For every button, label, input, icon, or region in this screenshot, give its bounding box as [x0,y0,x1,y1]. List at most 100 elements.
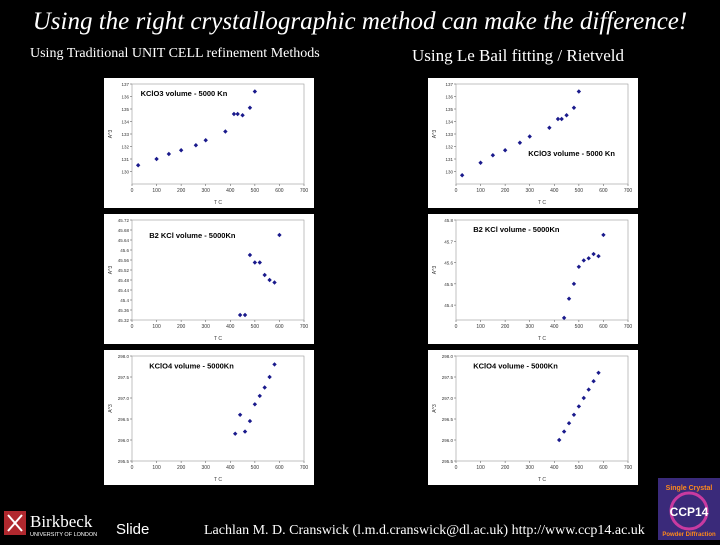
data-point [571,281,577,287]
data-point [193,143,199,148]
y-tick-label: 45.44 [118,288,130,293]
plot-area [131,355,305,462]
x-tick-label: 500 [251,324,260,330]
data-point [547,125,552,130]
x-tick-label: 200 [177,465,186,471]
x-tick-label: 200 [501,324,510,330]
x-tick-label: 600 [275,324,284,330]
x-tick-label: 600 [599,465,608,471]
data-point [262,272,267,278]
x-tick-label: 500 [251,188,260,194]
chart-panel-kclo4-lebail: 295.5 296.0 296.5 297.0 297.5 298.0 0 100 200 300… [428,350,638,485]
y-tick-label: 296.5 [442,417,454,422]
y-tick-label: 132 [121,145,129,150]
data-point [502,148,508,153]
x-tick-label: 100 [476,324,485,330]
y-tick-label: 45.72 [118,218,130,223]
x-tick-label: 0 [455,324,458,330]
x-tick-label: 100 [152,188,161,194]
x-tick-label: 400 [226,188,235,194]
y-tick-label: 45.56 [118,258,130,263]
y-tick-label: 45.32 [118,318,130,323]
footer-author: Lachlan M. D. Cranswick (l.m.d.cranswick… [204,523,645,538]
y-tick-label: 137 [445,82,453,87]
data-point [237,312,243,318]
chart-title: B2 KCl volume - 5000Kn [149,231,236,240]
chart-title: B2 KCl volume - 5000Kn [473,225,560,234]
x-tick-label: 400 [550,188,559,194]
data-point [262,385,267,390]
data-point [247,418,253,424]
y-tick-label: 45.4 [120,298,129,303]
y-tick-label: 297.0 [442,396,454,401]
x-tick-label: 500 [575,188,584,194]
data-point [135,163,141,168]
x-tick-label: 400 [226,324,235,330]
y-tick-label: 130 [121,170,129,175]
x-tick-label: 300 [526,324,535,330]
data-point [596,253,601,259]
y-tick-label: 135 [445,107,453,112]
y-axis-label: A^3 [108,130,114,139]
x-tick-label: 100 [152,465,161,471]
y-tick-label: 296.0 [118,438,130,443]
chart-title: KClO4 volume - 5000Kn [473,362,558,371]
data-point [154,156,159,162]
chart-kcl-lebail: 45.4 45.5 45.6 45.7 45.8 0 100 200 300 400 500 600 7… [432,218,632,342]
subtitle-right: Using Le Bail fitting / Rietveld [412,46,625,65]
x-tick-label: 0 [131,324,134,330]
y-tick-label: 45.8 [444,218,453,223]
data-point [576,404,582,409]
data-point [571,105,577,110]
chart-kclo3-lebail: 130 131 132 133 134 135 136 137 0 100 200 300 400 500… [432,82,633,206]
data-point [257,260,262,265]
y-axis-label: A^3 [432,266,438,275]
x-tick-label: 400 [550,324,559,330]
data-point [252,89,258,94]
chart-panel-kcl-traditional: 45.32 45.36 45.4 45.44 45.48 45.52 45.56 45.6 45… [104,214,314,344]
y-tick-label: 135 [121,107,129,112]
x-tick-label: 700 [300,465,309,471]
data-point [166,151,172,157]
data-point [267,277,272,283]
y-tick-label: 45.52 [118,268,130,273]
x-tick-label: 300 [526,465,535,471]
x-tick-label: 200 [177,324,186,330]
data-point [267,374,272,380]
chart-kclo4-lebail: 295.5 296.0 296.5 297.0 297.5 298.0 0 100 200 300… [432,354,632,483]
y-tick-label: 133 [121,132,129,137]
chart-panel-kclo3-traditional: 130 131 132 133 134 135 136 137 0 100 200 300 400 500… [104,78,314,208]
y-axis-label: A^3 [432,404,438,413]
data-point [242,429,248,434]
data-point [576,89,582,94]
y-tick-label: 134 [121,120,129,125]
subtitle-left: Using Traditional UNIT CELL refinement M… [30,46,320,61]
data-point [561,315,567,321]
y-tick-label: 296.0 [442,438,454,443]
data-point [596,370,601,375]
x-tick-label: 0 [131,465,134,471]
y-tick-label: 131 [121,157,129,162]
y-tick-label: 136 [121,95,129,100]
chart-panel-kcl-lebail: 45.4 45.5 45.6 45.7 45.8 0 100 200 300 400 500 600 7… [428,214,638,344]
footer-slide-label: Slide [116,521,150,538]
x-tick-label: 200 [501,465,510,471]
ccp14-emblem-icon: Single Crystal CCP14 Powder Diffraction [658,478,720,540]
y-tick-label: 45.36 [118,308,130,313]
x-axis-label: T C [538,336,546,342]
data-point [490,153,496,158]
chart-kcl-traditional: 45.3245.3645.445.4445.4845.5245.5645.645… [108,218,308,342]
plot-area [455,355,629,462]
data-point [601,232,606,238]
x-axis-label: T C [538,477,546,483]
x-tick-label: 700 [624,188,633,194]
plot-area [131,83,305,185]
data-point [233,431,238,436]
y-tick-label: 45.5 [444,282,453,287]
data-point [566,296,572,301]
x-tick-label: 300 [526,188,535,194]
chart-panel-kclo3-lebail: 130 131 132 133 134 135 136 137 0 100 200 300 400 500… [428,78,638,208]
x-axis-label: T C [214,336,222,342]
y-axis-label: A^3 [108,266,114,275]
chart-kclo4-traditional: 295.5 296.0 296.5 297.0 297.5 298.0 0 100 200 300… [108,354,309,483]
